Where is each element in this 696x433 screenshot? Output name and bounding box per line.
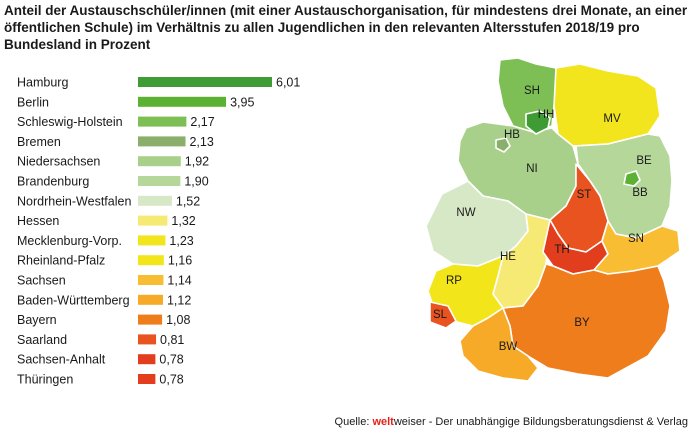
- category-label: Brandenburg: [17, 175, 89, 189]
- region-label-MV: MV: [603, 113, 621, 125]
- category-label: Baden-Württemberg: [17, 293, 130, 307]
- germany-map: SH HH MV HB NI BE BB ST NW HE TH SN RP S…: [425, 57, 681, 382]
- bar: [138, 176, 181, 186]
- category-label: Hessen: [17, 214, 59, 228]
- category-label: Thüringen: [17, 373, 73, 387]
- value-label: 3,95: [230, 95, 254, 109]
- value-label: 1,90: [184, 175, 208, 189]
- region-MV: [553, 63, 661, 147]
- region-label-RP: RP: [446, 275, 462, 287]
- value-label: 1,52: [176, 194, 200, 208]
- bar: [138, 374, 156, 384]
- region-HH: [525, 110, 551, 135]
- bar: [138, 354, 156, 365]
- value-label: 1,92: [185, 155, 209, 169]
- region-BW: [459, 307, 539, 382]
- region-BE: [623, 170, 641, 187]
- region-label-BY: BY: [574, 317, 590, 329]
- value-label: 1,16: [168, 254, 192, 268]
- region-BY: [502, 263, 671, 379]
- value-label: 1,14: [167, 274, 191, 288]
- bar: [138, 136, 186, 147]
- region-label-HB: HB: [504, 129, 520, 141]
- bar: [138, 235, 166, 246]
- bar: [138, 215, 168, 226]
- region-HB: [495, 137, 511, 153]
- region-label-NW: NW: [456, 207, 475, 219]
- bar: [138, 334, 157, 345]
- value-label: 0,78: [159, 373, 183, 387]
- bar: [138, 77, 272, 87]
- bar: [138, 275, 164, 285]
- region-label-SN: SN: [628, 233, 644, 245]
- category-label: Nordrhein-Westfalen: [17, 194, 131, 208]
- bar: [138, 96, 227, 107]
- value-label: 6,01: [276, 76, 300, 90]
- category-label: Rheinland-Pfalz: [17, 254, 105, 268]
- region-label-ST: ST: [577, 189, 592, 201]
- region-label-HH: HH: [538, 109, 555, 121]
- category-label: Schleswig-Holstein: [17, 115, 123, 129]
- source-prefix: Quelle:: [334, 416, 373, 428]
- region-label-NI: NI: [526, 163, 538, 175]
- bar: [138, 116, 187, 127]
- region-label-TH: TH: [554, 244, 569, 256]
- chart-title: Anteil der Austauschschüler/innen (mit e…: [4, 3, 688, 52]
- category-label: Sachsen-Anhalt: [17, 353, 106, 367]
- source-note: Quelle: weltweiser - Der unabhängige Bil…: [335, 416, 688, 428]
- region-label-SL: SL: [433, 309, 448, 321]
- category-label: Sachsen: [17, 274, 66, 288]
- value-label: 1,12: [167, 293, 191, 307]
- value-label: 0,81: [160, 333, 184, 347]
- category-label: Berlin: [17, 95, 49, 109]
- value-label: 1,32: [171, 214, 195, 228]
- category-label: Bremen: [17, 135, 61, 149]
- region-label-BE: BE: [636, 155, 652, 167]
- bar-chart: Hamburg 6,01 Berlin 3,95 Schleswig-Holstein 2…: [17, 76, 300, 387]
- source-brand: welt: [372, 416, 394, 428]
- category-label: Mecklenburg-Vorp.: [17, 234, 122, 248]
- bar: [138, 255, 164, 266]
- category-label: Saarland: [17, 333, 67, 347]
- bar: [138, 314, 163, 325]
- value-label: 2,13: [189, 135, 213, 149]
- bar: [138, 195, 172, 206]
- value-label: 1,08: [166, 313, 190, 327]
- value-label: 0,78: [159, 353, 183, 367]
- value-label: 2,17: [190, 115, 214, 129]
- category-label: Bayern: [17, 313, 57, 327]
- region-label-BW: BW: [499, 341, 518, 353]
- region-label-SH: SH: [524, 85, 540, 97]
- region-label-HE: HE: [500, 251, 516, 263]
- source-suffix: weiser - Der unabhängige Bildungsberatun…: [393, 416, 688, 428]
- bar: [138, 156, 181, 167]
- value-label: 1,23: [169, 234, 193, 248]
- region-label-BB: BB: [632, 187, 648, 199]
- category-label: Niedersachsen: [17, 155, 100, 169]
- bar: [138, 294, 163, 305]
- region-SL: [429, 301, 457, 329]
- category-label: Hamburg: [17, 76, 68, 90]
